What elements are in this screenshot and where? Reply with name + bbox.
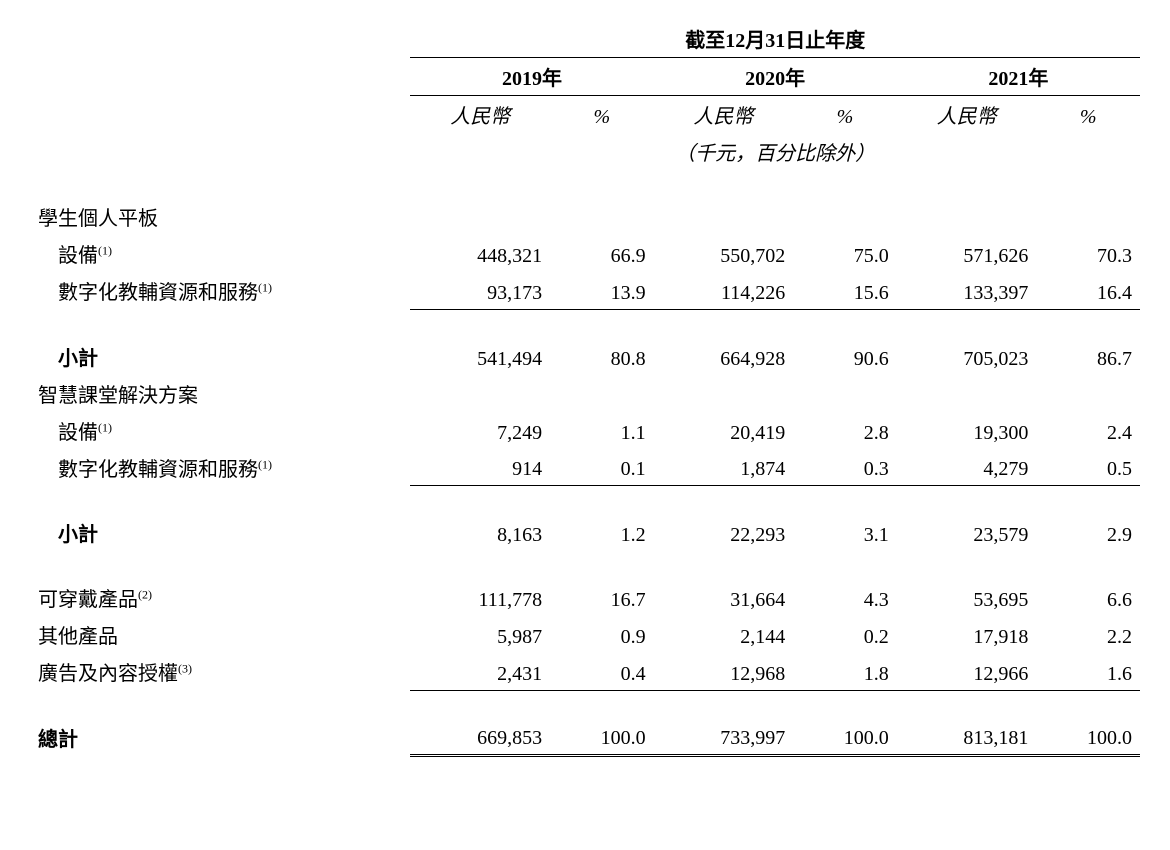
year-2019: 2019年 bbox=[410, 58, 653, 96]
section1-title: 學生個人平板 bbox=[30, 198, 410, 235]
row-label: 數字化教輔資源和服務 bbox=[58, 459, 258, 481]
col-currency: 人民幣 bbox=[654, 96, 794, 134]
col-currency: 人民幣 bbox=[410, 96, 550, 134]
table-row: 設備(1) 7,249 1.1 20,419 2.8 19,300 2.4 bbox=[30, 412, 1140, 449]
table-row: 廣告及內容授權(3) 2,431 0.4 12,968 1.8 12,966 1… bbox=[30, 653, 1140, 690]
subtotal-label: 小計 bbox=[30, 338, 410, 375]
subtotal-row: 小計 8,163 1.2 22,293 3.1 23,579 2.9 bbox=[30, 514, 1140, 551]
footnote-ref: (1) bbox=[98, 243, 112, 257]
col-pct: % bbox=[793, 96, 897, 134]
row-label: 設備 bbox=[58, 245, 98, 267]
row-label: 可穿戴產品 bbox=[38, 589, 138, 611]
year-2021: 2021年 bbox=[897, 58, 1140, 96]
footnote-ref: (2) bbox=[138, 587, 152, 601]
col-currency: 人民幣 bbox=[897, 96, 1037, 134]
table-row: 數字化教輔資源和服務(1) 914 0.1 1,874 0.3 4,279 0.… bbox=[30, 449, 1140, 486]
section2-title: 智慧課堂解決方案 bbox=[30, 375, 410, 412]
row-label: 廣告及內容授權 bbox=[38, 663, 178, 685]
unit-note: （千元，百分比除外） bbox=[654, 133, 897, 170]
col-pct: % bbox=[550, 96, 654, 134]
total-row: 總計 669,853 100.0 733,997 100.0 813,181 1… bbox=[30, 719, 1140, 756]
total-label: 總計 bbox=[30, 719, 410, 756]
row-label: 其他產品 bbox=[38, 626, 118, 648]
footnote-ref: (1) bbox=[258, 280, 272, 294]
year-2020: 2020年 bbox=[654, 58, 897, 96]
row-label: 設備 bbox=[58, 422, 98, 444]
table-row: 可穿戴產品(2) 111,778 16.7 31,664 4.3 53,695 … bbox=[30, 579, 1140, 616]
col-pct: % bbox=[1036, 96, 1140, 134]
row-label: 數字化教輔資源和服務 bbox=[58, 282, 258, 304]
table-row: 其他產品 5,987 0.9 2,144 0.2 17,918 2.2 bbox=[30, 616, 1140, 653]
table-row: 設備(1) 448,321 66.9 550,702 75.0 571,626 … bbox=[30, 235, 1140, 272]
subtotal-label: 小計 bbox=[30, 514, 410, 551]
subtotal-row: 小計 541,494 80.8 664,928 90.6 705,023 86.… bbox=[30, 338, 1140, 375]
footnote-ref: (1) bbox=[258, 457, 272, 471]
financial-table: 截至12月31日止年度 2019年 2020年 2021年 人民幣 % 人民幣 … bbox=[30, 20, 1140, 757]
footnote-ref: (3) bbox=[178, 661, 192, 675]
footnote-ref: (1) bbox=[98, 420, 112, 434]
main-title: 截至12月31日止年度 bbox=[410, 20, 1140, 58]
table-row: 數字化教輔資源和服務(1) 93,173 13.9 114,226 15.6 1… bbox=[30, 272, 1140, 309]
